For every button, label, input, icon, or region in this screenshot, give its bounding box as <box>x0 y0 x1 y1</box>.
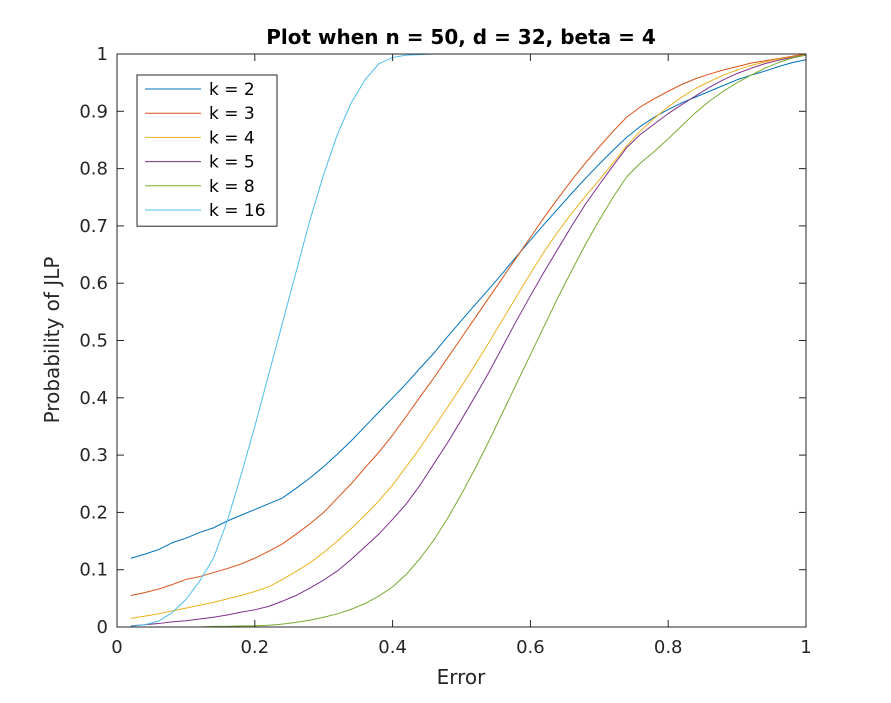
series-line-2 <box>130 53 807 596</box>
y-tick-label: 0.5 <box>79 331 108 352</box>
x-tick-label: 0 <box>111 637 122 658</box>
legend-label: k = 5 <box>209 153 255 173</box>
x-tick-label: 0.4 <box>378 637 407 658</box>
y-tick-label: 0.3 <box>79 445 108 466</box>
series-line-4 <box>130 54 807 627</box>
series-line-3 <box>130 54 807 619</box>
y-tick-label: 0.2 <box>79 502 108 523</box>
y-axis-label: Probability of JLP <box>40 257 64 424</box>
legend: k = 2 k = 3 k = 4 k = 5 k = 8 k = 16 <box>136 74 278 227</box>
x-tick-label: 0.6 <box>516 637 545 658</box>
x-tick-label: 0.8 <box>654 637 683 658</box>
x-axis-label: Error <box>437 665 487 689</box>
legend-label: k = 3 <box>209 104 255 124</box>
series-line-5 <box>130 54 807 628</box>
legend-label: k = 16 <box>209 201 266 221</box>
x-tick-label: 1 <box>800 637 811 658</box>
legend-box <box>136 74 278 227</box>
y-tick-label: 1 <box>97 44 108 65</box>
legend-label: k = 8 <box>209 177 255 197</box>
y-tick-label: 0.6 <box>79 273 108 294</box>
y-tick-label: 0 <box>97 617 108 638</box>
y-tick-label: 0.1 <box>79 560 108 581</box>
y-tick-label: 0.7 <box>79 216 108 237</box>
series-line-1 <box>130 59 807 559</box>
y-tick-label: 0.4 <box>79 388 108 409</box>
legend-label: k = 2 <box>209 80 255 100</box>
axes-layer: 0 0.2 0.4 0.6 0.8 1 0 0.1 0.2 0.3 0.4 0.5 0.6 0.7 0.8 0… <box>79 44 811 658</box>
legend-label: k = 4 <box>209 128 255 148</box>
y-tick-label: 0.9 <box>79 101 108 122</box>
x-tick-label: 0.2 <box>240 637 269 658</box>
chart-title: Plot when n = 50, d = 32, beta = 4 <box>266 25 656 49</box>
y-tick-label: 0.8 <box>79 159 108 180</box>
